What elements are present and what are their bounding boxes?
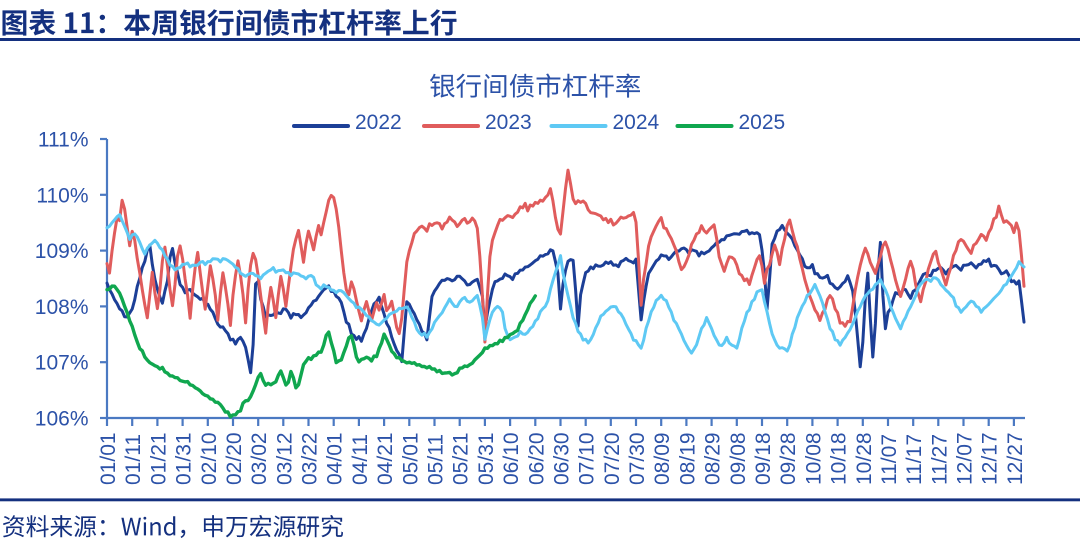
svg-text:05/21: 05/21	[450, 432, 473, 485]
svg-text:09/18: 09/18	[752, 432, 775, 485]
svg-text:11/27: 11/27	[928, 434, 951, 485]
svg-text:2022: 2022	[355, 111, 402, 134]
svg-text:01/31: 01/31	[173, 432, 196, 485]
svg-text:05/11: 05/11	[425, 434, 448, 485]
svg-text:03/02: 03/02	[248, 432, 271, 485]
svg-text:09/08: 09/08	[727, 432, 750, 485]
svg-text:107%: 107%	[35, 352, 89, 375]
svg-text:04/11: 04/11	[349, 434, 372, 485]
svg-text:11/07: 11/07	[878, 434, 901, 485]
svg-text:2024: 2024	[613, 111, 660, 134]
svg-text:01/01: 01/01	[97, 432, 120, 485]
svg-text:08/29: 08/29	[702, 432, 725, 485]
svg-text:109%: 109%	[35, 240, 89, 263]
svg-text:07/20: 07/20	[601, 432, 624, 485]
svg-text:2025: 2025	[739, 111, 786, 134]
svg-text:106%: 106%	[35, 408, 89, 431]
svg-text:2023: 2023	[485, 111, 532, 134]
svg-text:03/22: 03/22	[299, 432, 322, 485]
svg-text:05/31: 05/31	[475, 432, 498, 485]
svg-text:06/10: 06/10	[500, 432, 523, 485]
svg-text:02/10: 02/10	[198, 432, 221, 485]
svg-text:12/17: 12/17	[979, 432, 1002, 485]
svg-text:12/07: 12/07	[954, 432, 977, 485]
svg-text:10/08: 10/08	[802, 432, 825, 485]
svg-text:01/11: 01/11	[122, 434, 145, 485]
svg-text:07/10: 07/10	[576, 432, 599, 485]
svg-text:08/19: 08/19	[676, 432, 699, 485]
svg-text:09/28: 09/28	[777, 432, 800, 485]
svg-text:08/09: 08/09	[651, 432, 674, 485]
svg-text:05/01: 05/01	[399, 432, 422, 485]
svg-text:04/21: 04/21	[374, 432, 397, 485]
svg-text:06/20: 06/20	[525, 432, 548, 485]
svg-text:02/20: 02/20	[223, 432, 246, 485]
svg-text:11/17: 11/17	[903, 434, 926, 485]
svg-text:108%: 108%	[35, 296, 89, 319]
svg-text:10/28: 10/28	[853, 432, 876, 485]
svg-text:111%: 111%	[38, 129, 89, 152]
svg-text:110%: 110%	[36, 184, 88, 207]
svg-text:07/30: 07/30	[626, 432, 649, 485]
svg-text:04/01: 04/01	[324, 432, 347, 485]
svg-text:06/30: 06/30	[551, 432, 574, 485]
svg-text:10/18: 10/18	[828, 432, 851, 485]
svg-text:01/21: 01/21	[147, 432, 170, 485]
svg-text:12/27: 12/27	[1004, 432, 1027, 485]
svg-text:03/12: 03/12	[273, 432, 296, 485]
